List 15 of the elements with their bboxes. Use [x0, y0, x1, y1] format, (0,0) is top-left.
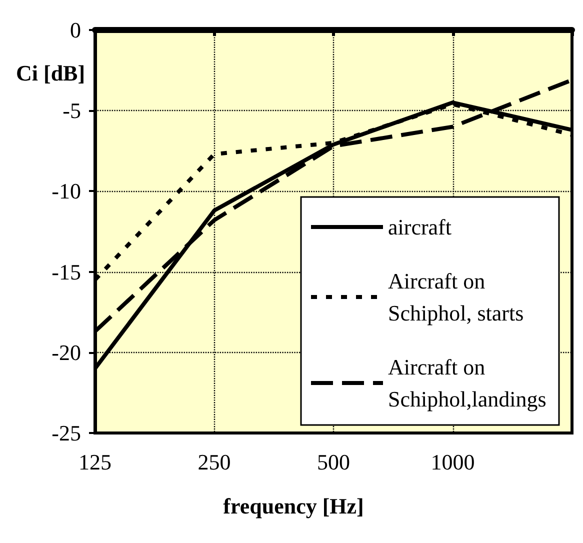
x-tick-label: 250 — [198, 450, 231, 474]
x-tick-label: 500 — [317, 450, 350, 474]
y-axis-title: Ci [dB] — [16, 60, 86, 86]
x-tick-label: 1000 — [430, 450, 475, 474]
y-tick-label: -25 — [52, 420, 81, 446]
legend-label: Aircraft on Schiphol, starts — [388, 268, 524, 326]
x-axis-title: frequency [Hz] — [223, 494, 364, 518]
legend-label: aircraft — [388, 214, 452, 240]
legend-label: Aircraft on Schiphol,landings — [388, 354, 546, 412]
y-tick-label: 0 — [70, 18, 81, 42]
y-tick-label: -5 — [62, 98, 81, 124]
x-tick-label: 125 — [78, 450, 112, 474]
y-tick-label: -20 — [52, 340, 81, 365]
y-tick-label: -15 — [52, 259, 81, 284]
y-tick-label: -10 — [52, 178, 81, 204]
